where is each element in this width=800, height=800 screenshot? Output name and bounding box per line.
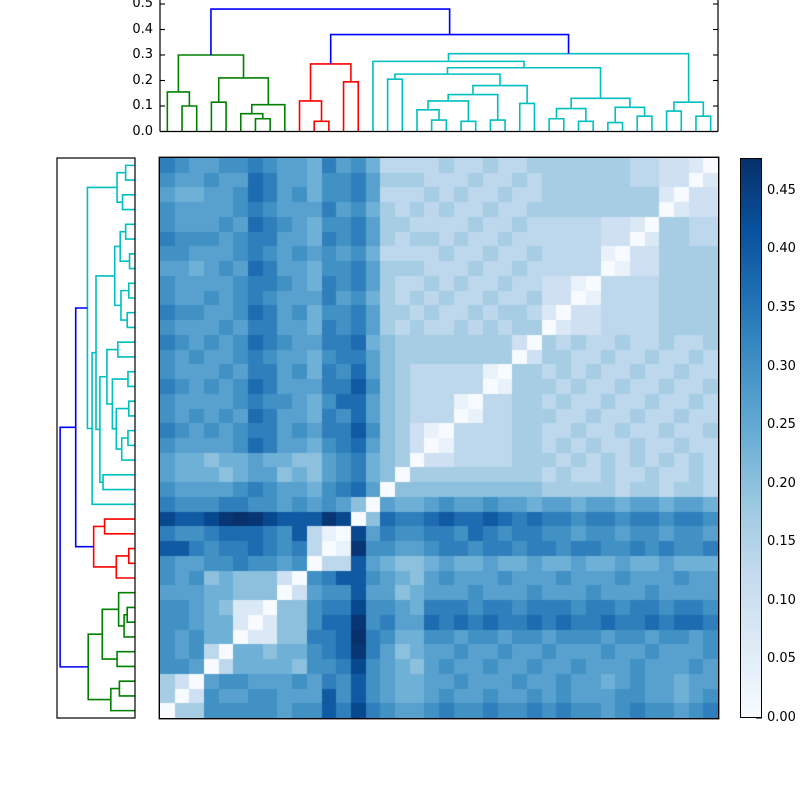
dendrogram-link bbox=[217, 77, 270, 105]
dendrogram-link bbox=[555, 107, 587, 122]
dendrogram-link bbox=[577, 120, 594, 132]
dendrogram-link bbox=[607, 121, 624, 132]
dendrogram-link bbox=[121, 194, 135, 211]
colorbar-tick-label: 0.00 bbox=[767, 710, 796, 725]
dendrogram-link bbox=[110, 687, 135, 712]
dendrogram-link bbox=[636, 115, 653, 132]
dendrogram-link bbox=[95, 275, 115, 431]
dendrogram-link bbox=[118, 680, 135, 697]
dendrogram-link bbox=[372, 60, 525, 132]
dendrogram-link bbox=[127, 429, 135, 447]
dendrogram-link bbox=[124, 223, 135, 240]
dendrogram-link bbox=[128, 252, 135, 270]
dendrogram-link bbox=[127, 282, 135, 299]
dendrogram-link bbox=[119, 230, 130, 262]
dendrogram-link bbox=[124, 164, 135, 181]
dendrogram-link bbox=[447, 93, 499, 121]
dendrogram-link bbox=[99, 375, 107, 484]
dendrogram-link bbox=[123, 614, 135, 638]
left-dendrogram-frame bbox=[56, 157, 136, 719]
dendrogram-link bbox=[126, 606, 135, 624]
top-dendrogram-ytick-label: 0.3 bbox=[132, 47, 153, 62]
top-dendrogram-ytick-label: 0.4 bbox=[132, 21, 153, 37]
dendrogram-link bbox=[250, 103, 286, 132]
dendrogram-link bbox=[614, 106, 646, 123]
top-dendrogram-ytick-label: 0.5 bbox=[132, 0, 153, 11]
dendrogram-link bbox=[103, 518, 135, 535]
dendrogram-link bbox=[430, 119, 448, 132]
dendrogram-link bbox=[665, 110, 683, 132]
colorbar bbox=[740, 158, 762, 718]
dendrogram-link bbox=[673, 101, 705, 117]
dendrogram-link bbox=[86, 186, 118, 430]
colorbar-tick-label: 0.30 bbox=[767, 358, 796, 374]
top-dendrogram-ytick-label: 0.0 bbox=[132, 123, 153, 139]
dendrogram-link bbox=[92, 525, 117, 568]
dendrogram-link bbox=[59, 426, 89, 668]
dendrogram-link bbox=[117, 591, 135, 627]
dendrogram-link bbox=[570, 97, 631, 109]
dendrogram-link bbox=[313, 120, 330, 132]
dendrogram-link bbox=[181, 105, 198, 132]
dendrogram-link bbox=[166, 91, 191, 132]
dendrogram-link bbox=[177, 54, 245, 92]
dendrogram-link bbox=[126, 311, 135, 329]
dendrogram-link bbox=[548, 117, 565, 132]
dendrogram-link bbox=[394, 73, 501, 86]
colorbar-tick-label: 0.10 bbox=[767, 592, 796, 608]
dendrogram-link bbox=[106, 348, 118, 405]
dendrogram-link bbox=[239, 112, 264, 132]
dendrogram-link bbox=[427, 100, 470, 122]
top-dendrogram bbox=[166, 8, 712, 132]
colorbar-tick-label: 0.20 bbox=[767, 475, 796, 491]
dendrogram-link bbox=[254, 117, 271, 132]
colorbar-tick-label: 0.15 bbox=[767, 534, 796, 550]
dendrogram-link bbox=[102, 474, 135, 491]
dendrogram-link bbox=[116, 650, 135, 668]
top-dendrogram-ytick-label: 0.1 bbox=[132, 98, 153, 113]
dendrogram-link bbox=[115, 555, 135, 579]
distance-matrix-heatmap bbox=[160, 158, 718, 718]
colorbar-tick-label: 0.05 bbox=[767, 651, 796, 667]
dendrogram-link bbox=[120, 437, 135, 461]
dendrogram-link bbox=[518, 102, 536, 132]
dendrogram-link bbox=[116, 171, 126, 204]
dendrogram-link bbox=[386, 78, 404, 132]
colorbar-tick-label: 0.40 bbox=[767, 241, 796, 257]
dendrogram-link bbox=[342, 80, 360, 132]
dendrogram-link bbox=[113, 245, 121, 307]
dendrogram-link bbox=[127, 370, 135, 388]
dendrogram-link bbox=[127, 547, 135, 565]
dendrogram-link bbox=[117, 341, 135, 358]
colorbar-tick-label: 0.45 bbox=[767, 182, 796, 198]
dendrogram-link bbox=[460, 120, 477, 132]
dendrogram-link bbox=[101, 608, 119, 660]
dendrogram-link bbox=[127, 400, 135, 417]
dendrogram-link bbox=[416, 109, 440, 132]
dendrogram-link bbox=[309, 63, 352, 101]
dendrogram-link bbox=[695, 115, 712, 132]
dendrogram-link bbox=[329, 33, 570, 64]
left-dendrogram bbox=[59, 164, 135, 712]
dendrogram-link bbox=[446, 66, 602, 99]
dendrogram-link bbox=[87, 633, 111, 701]
dendrogram-link bbox=[489, 119, 506, 132]
dendrogram-link bbox=[472, 84, 528, 104]
dendrogram-link bbox=[91, 351, 135, 506]
dendrogram-link bbox=[115, 407, 129, 450]
dendrogram-link bbox=[74, 307, 94, 548]
dendrogram-link bbox=[210, 101, 227, 132]
dendrogram-link bbox=[447, 52, 690, 103]
dendrogram-link bbox=[298, 100, 323, 132]
dendrogram-link bbox=[120, 289, 129, 321]
top-dendrogram-ytick-label: 0.2 bbox=[132, 72, 153, 88]
dendrogram-link bbox=[210, 8, 451, 55]
colorbar-tick-label: 0.25 bbox=[767, 417, 796, 433]
colorbar-tick-label: 0.35 bbox=[767, 299, 796, 315]
dendrogram-link bbox=[111, 378, 128, 430]
